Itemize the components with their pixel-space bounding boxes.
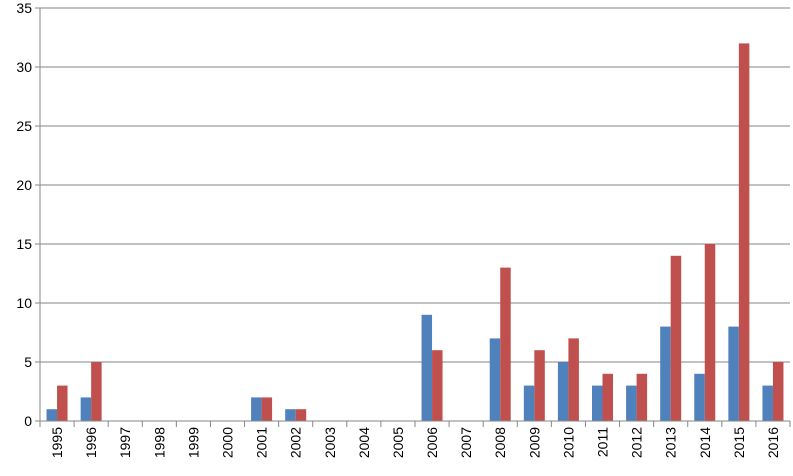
axes xyxy=(35,7,791,427)
x-tick-label-2003: 2003 xyxy=(322,427,338,458)
x-tick-label-2007: 2007 xyxy=(458,427,474,458)
x-tick-label-2005: 2005 xyxy=(390,427,406,458)
bar-s2-1995 xyxy=(57,385,68,421)
x-tick-label-2010: 2010 xyxy=(560,427,576,458)
bar-s1-1996 xyxy=(80,397,92,421)
bar-s2-2014 xyxy=(704,244,716,421)
bar-s1-2008 xyxy=(489,338,501,421)
x-tick-label-1998: 1998 xyxy=(151,427,167,458)
bar-s1-2009 xyxy=(523,385,535,421)
y-tick-label-20: 20 xyxy=(16,177,32,193)
y-tick-label-5: 5 xyxy=(24,354,32,370)
bar-s2-2006 xyxy=(432,350,443,421)
bar-s1-2012 xyxy=(626,385,637,421)
x-tick-label-1996: 1996 xyxy=(83,427,99,458)
bar-s2-2010 xyxy=(568,338,579,421)
bar-s2-2011 xyxy=(602,373,613,421)
bar-s2-2015 xyxy=(738,43,750,422)
bar-s2-2013 xyxy=(670,255,682,421)
bar-s2-2001 xyxy=(261,397,273,421)
x-tick-label-2014: 2014 xyxy=(697,427,713,458)
bar-s1-1995 xyxy=(46,409,58,421)
x-tick-label-2015: 2015 xyxy=(731,427,747,458)
x-tick-label-1995: 1995 xyxy=(49,427,65,458)
x-tick-label-2001: 2001 xyxy=(254,427,270,458)
x-tick-label-1999: 1999 xyxy=(185,427,201,458)
x-tick-label-2000: 2000 xyxy=(220,427,236,458)
bar-s2-1996 xyxy=(91,362,102,421)
bar-s1-2006 xyxy=(421,314,433,421)
y-tick-label-35: 35 xyxy=(16,0,32,16)
bar-s1-2011 xyxy=(592,385,603,421)
y-tick-label-15: 15 xyxy=(16,236,32,252)
x-axis-tick-labels: 1995 1996 1997 1998 1999 2000 2001 2002 2003 2004… xyxy=(49,427,781,458)
x-tick-label-2009: 2009 xyxy=(526,427,542,458)
x-tick-label-2012: 2012 xyxy=(629,427,645,458)
bar-s1-2013 xyxy=(660,326,671,421)
x-tick-label-2011: 2011 xyxy=(595,427,611,457)
y-axis-tick-labels: 0 5 10 15 20 25 30 35 xyxy=(16,0,32,429)
bar-s2-2008 xyxy=(500,267,511,421)
x-tick-label-2006: 2006 xyxy=(424,427,440,458)
y-tick-label-30: 30 xyxy=(16,59,32,75)
x-tick-label-1997: 1997 xyxy=(117,427,133,458)
bar-s1-2015 xyxy=(728,326,739,421)
y-tick-label-25: 25 xyxy=(16,118,32,134)
x-tick-label-2002: 2002 xyxy=(288,427,304,458)
bar-s2-2002 xyxy=(295,409,307,421)
bars xyxy=(46,43,784,422)
bar-s2-2012 xyxy=(636,373,648,421)
y-tick-label-0: 0 xyxy=(24,413,32,429)
y-tick-label-10: 10 xyxy=(16,295,32,311)
x-tick-label-2016: 2016 xyxy=(765,427,781,458)
x-tick-label-2013: 2013 xyxy=(663,427,679,458)
bar-s2-2016 xyxy=(772,362,784,421)
gridlines xyxy=(40,7,790,363)
x-tick-label-2004: 2004 xyxy=(356,427,372,458)
bar-s1-2014 xyxy=(694,373,705,421)
bar-s1-2001 xyxy=(251,397,262,421)
bar-s1-2016 xyxy=(762,385,773,421)
bar-s1-2010 xyxy=(557,362,569,421)
bar-s1-2002 xyxy=(285,409,296,421)
x-tick-label-2008: 2008 xyxy=(492,427,508,458)
bar-s2-2009 xyxy=(534,350,545,421)
